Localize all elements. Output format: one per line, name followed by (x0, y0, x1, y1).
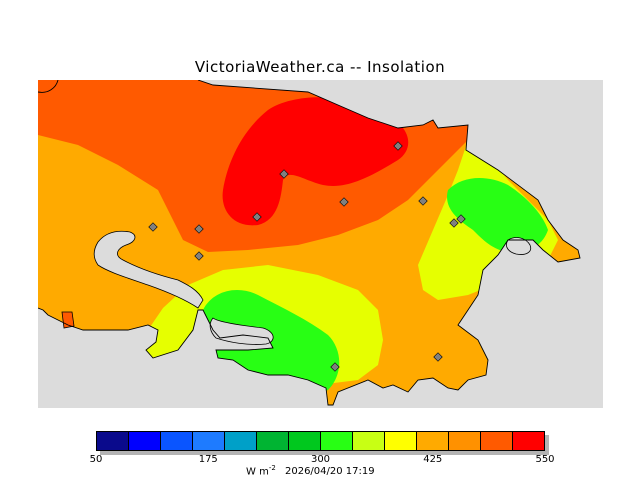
units-label: W m (246, 466, 269, 478)
diamond-icon (194, 224, 204, 234)
diamond-icon (339, 197, 349, 207)
diamond-icon (252, 212, 262, 222)
legend-bar (96, 431, 545, 451)
color-legend (96, 431, 545, 451)
red-region (222, 97, 409, 226)
diamond-icon (418, 196, 428, 206)
green-e-region (447, 178, 548, 253)
coastline (38, 80, 581, 406)
inlet-south (209, 317, 274, 345)
legend-tick-label: 550 (535, 454, 555, 465)
timestamp: 2026/04/20 17:19 (284, 466, 375, 478)
map-svg (38, 80, 581, 406)
legend-swatch (481, 432, 513, 450)
water-bodies (61, 230, 532, 345)
legend-tick-label: 300 (310, 454, 331, 465)
diamond-icon (194, 251, 204, 261)
legend-swatch (385, 432, 417, 450)
legend-tick-label: 175 (198, 454, 218, 465)
legend-tick-label: 425 (423, 454, 443, 465)
units-exponent: -2 (268, 464, 276, 472)
legend-swatch (97, 432, 129, 450)
legend-swatch (513, 432, 544, 450)
legend-swatch (321, 432, 353, 450)
inlet-west (93, 230, 204, 309)
diamond-icon (330, 362, 340, 372)
diamond-icon (393, 141, 403, 151)
islet-west (61, 311, 75, 329)
legend-swatch (193, 432, 225, 450)
legend-swatch (417, 432, 449, 450)
diamond-icon (433, 352, 443, 362)
legend-swatch (449, 432, 481, 450)
page-title: VictoriaWeather.ca -- Insolation (194, 58, 446, 76)
station-markers (148, 141, 466, 372)
diamond-icon (279, 169, 289, 179)
insolation-map[interactable] (38, 80, 603, 408)
legend-swatch (257, 432, 289, 450)
legend-swatch (225, 432, 257, 450)
diamond-icon (456, 214, 466, 224)
coast-arc (38, 80, 59, 93)
legend-swatch (353, 432, 385, 450)
diamond-icon (449, 218, 459, 228)
diamond-icon (148, 222, 158, 232)
footer: W m-2 2026/04/20 17:19 (246, 464, 375, 477)
legend-swatch (289, 432, 321, 450)
legend-swatch (161, 432, 193, 450)
legend-tick-label: 50 (89, 454, 103, 465)
inlet-east (506, 237, 532, 255)
legend-swatch (129, 432, 161, 450)
